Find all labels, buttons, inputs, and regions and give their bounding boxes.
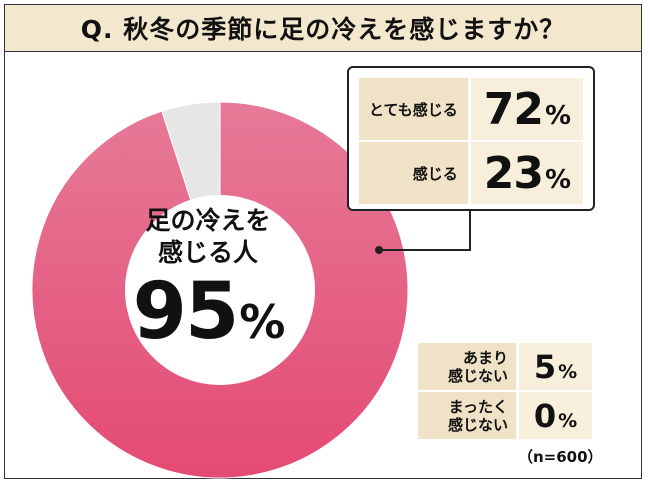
value-number: 5 (533, 347, 557, 386)
center-percentage: 95% (118, 269, 298, 365)
breakdown-label: あまり 感じない (418, 343, 518, 392)
breakdown-top-table: とても感じる 72% 感じる 23% (359, 78, 583, 206)
center-unit: % (239, 295, 285, 349)
value-unit: % (558, 360, 578, 383)
center-label-line1: 足の冷えを (145, 206, 271, 235)
table-row: とても感じる 72% (359, 78, 583, 142)
chart-title: Q. 秋冬の季節に足の冷えを感じますか？ (80, 15, 566, 44)
value-unit: % (544, 100, 571, 131)
breakdown-value: 72% (467, 78, 583, 142)
value-number: 23 (483, 147, 544, 199)
callout-connector (379, 211, 471, 251)
sample-size-note: （n=600） (518, 448, 603, 466)
breakdown-callout: とても感じる 72% 感じる 23% (347, 66, 595, 211)
donut-hole (125, 195, 315, 385)
breakdown-label: 感じる (359, 141, 470, 206)
title-bar: Q. 秋冬の季節に足の冷えを感じますか？ (5, 5, 641, 52)
label-line: まったく (448, 397, 508, 416)
breakdown-value: 0% (516, 391, 592, 441)
value-unit: % (558, 409, 578, 432)
table-row: 感じる 23% (359, 141, 583, 206)
table-row: あまり 感じない 5% (418, 343, 592, 392)
value-unit: % (544, 164, 571, 195)
label-line: あまり (462, 348, 508, 367)
breakdown-label: まったく 感じない (418, 391, 518, 441)
table-row: まったく 感じない 0% (418, 391, 592, 441)
label-line: 感じない (447, 415, 508, 434)
center-label-line2: 感じる人 (157, 238, 258, 267)
label-line: 感じない (447, 366, 508, 385)
center-label: 足の冷えを 感じる人 95% (118, 205, 298, 365)
breakdown-bottom-table: あまり 感じない 5% まったく 感じない 0% (418, 343, 592, 441)
breakdown-label: とても感じる (359, 78, 470, 142)
breakdown-value: 23% (467, 141, 583, 206)
value-number: 72 (483, 83, 544, 135)
breakdown-value: 5% (516, 343, 592, 392)
center-value: 95 (132, 267, 240, 357)
value-number: 0 (533, 396, 557, 435)
